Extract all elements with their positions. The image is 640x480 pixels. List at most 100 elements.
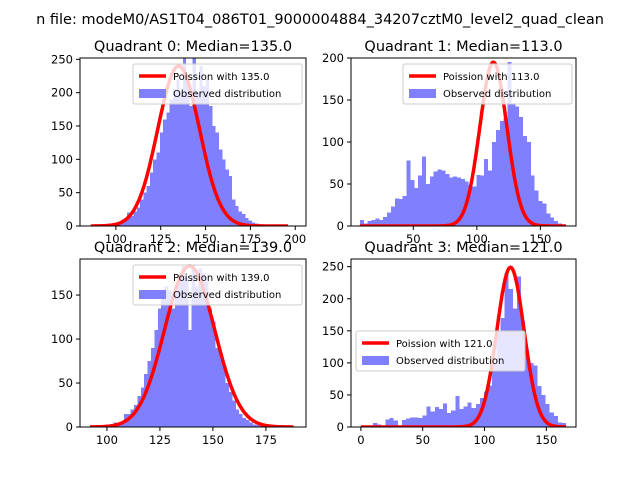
histogram-bar: [164, 286, 168, 427]
histogram-bar: [134, 405, 138, 427]
histogram-bar: [557, 422, 563, 427]
histogram-bar: [385, 419, 390, 427]
poisson-curve: [358, 60, 567, 226]
y-tick-label: 50: [329, 388, 344, 402]
y-tick-label: 50: [58, 376, 73, 390]
x-tick-label: 100: [466, 232, 488, 246]
histogram-bar: [188, 330, 192, 427]
histogram-bar: [457, 177, 461, 226]
histogram-bar: [468, 184, 473, 226]
histogram-bar: [359, 220, 364, 226]
histogram-bar: [215, 347, 219, 427]
histogram-bar: [484, 391, 489, 427]
histogram-bar: [166, 112, 170, 226]
histogram-bar: [554, 220, 559, 226]
histogram-bar: [438, 409, 443, 427]
legend-label-observed: Observed distribution: [173, 290, 281, 301]
legend: Poission with 135.0 Observed distribution: [132, 63, 303, 105]
histogram-bar: [248, 220, 252, 226]
histogram-bar: [178, 275, 182, 427]
histogram-bar: [140, 199, 144, 226]
histogram-bar: [523, 136, 527, 226]
histogram-bar: [541, 394, 546, 427]
histogram-bar: [492, 142, 496, 226]
histogram-bar: [410, 179, 415, 226]
histogram-bar: [149, 172, 154, 226]
histogram-bar: [218, 352, 223, 427]
histogram-bar: [390, 206, 395, 226]
histogram-bar: [163, 119, 167, 226]
y-tick-label: 150: [51, 119, 73, 133]
histogram-bar: [453, 176, 458, 226]
axes-frame: [79, 258, 307, 428]
histogram-bar: [167, 290, 172, 427]
histogram-bar: [235, 409, 240, 427]
histogram-bar: [437, 169, 442, 226]
histogram-bar: [484, 158, 489, 226]
histogram-bar: [201, 273, 206, 427]
histogram-bar: [232, 400, 236, 427]
subplot-3: 0 50 100 150 0 50 100 150 200 250 Poission with 12…: [322, 240, 577, 447]
histogram-bar: [144, 374, 148, 427]
histogram-bar: [447, 412, 452, 427]
subplot-title: Quadrant 1: Median=113.0: [364, 39, 562, 55]
histogram-bar: [242, 418, 247, 427]
histogram-bar: [542, 203, 547, 226]
histogram-bar: [189, 106, 193, 226]
y-tick-label: 100: [322, 135, 344, 149]
histogram-bar: [500, 317, 505, 427]
x-tick-label: 150: [535, 433, 557, 447]
histogram-bar: [495, 130, 500, 226]
histogram-bar: [414, 188, 419, 226]
x-tick-label: 150: [195, 232, 217, 246]
y-tick-label: 150: [51, 288, 73, 302]
histogram-bar: [526, 142, 531, 226]
x-tick-label: 150: [529, 232, 551, 246]
plot-area: [89, 58, 289, 226]
histogram-bar: [159, 132, 164, 226]
histogram-bar: [503, 118, 508, 226]
subplot-title: Quadrant 2: Median=139.0: [94, 240, 292, 256]
histogram-bar: [130, 216, 134, 226]
histogram-bar: [130, 409, 135, 427]
y-tick-label: 0: [337, 420, 344, 434]
histogram-bar: [401, 419, 407, 427]
x-tick-label: 0: [357, 433, 364, 447]
histogram-bar: [169, 99, 173, 226]
histogram-bar: [195, 92, 200, 226]
histogram-bar: [418, 175, 423, 226]
histogram-bar: [492, 362, 497, 427]
histogram-bar: [553, 416, 558, 427]
legend-box: [355, 330, 526, 372]
legend-patch-swatch: [362, 356, 389, 365]
y-tick-label: 200: [322, 292, 344, 306]
histogram-bar: [398, 199, 403, 226]
histogram-bar: [529, 362, 534, 427]
histogram-bar: [410, 417, 415, 427]
histogram-bar: [222, 365, 226, 427]
histogram-bar: [256, 425, 260, 427]
histogram-bar: [530, 175, 535, 226]
histogram-bar: [449, 177, 454, 226]
histogram-bar: [538, 200, 543, 226]
histogram-bar: [387, 212, 391, 226]
histogram-bar: [199, 66, 203, 226]
y-tick-label: 50: [58, 186, 73, 200]
histogram-bar: [137, 396, 141, 427]
histogram-bar: [120, 423, 124, 427]
subplot-1: 50 100 150 0 50 100 150 200 Poission with 113.0 O…: [322, 39, 577, 246]
legend-box: [132, 264, 303, 306]
legend-label-observed: Observed distribution: [443, 89, 551, 100]
histogram-bar: [242, 214, 246, 226]
y-tick-label: 150: [322, 93, 344, 107]
legend-box: [402, 63, 573, 105]
histogram-bar: [422, 415, 427, 427]
histogram-bar: [219, 149, 223, 226]
legend-label-poisson: Poission with 139.0: [173, 273, 269, 284]
histogram-bar: [406, 160, 411, 226]
y-tick-label: 100: [51, 332, 73, 346]
y-tick-label: 250: [322, 260, 344, 274]
histogram-bar: [147, 361, 152, 427]
histogram-bar: [191, 264, 196, 427]
histogram-bar: [192, 58, 196, 226]
